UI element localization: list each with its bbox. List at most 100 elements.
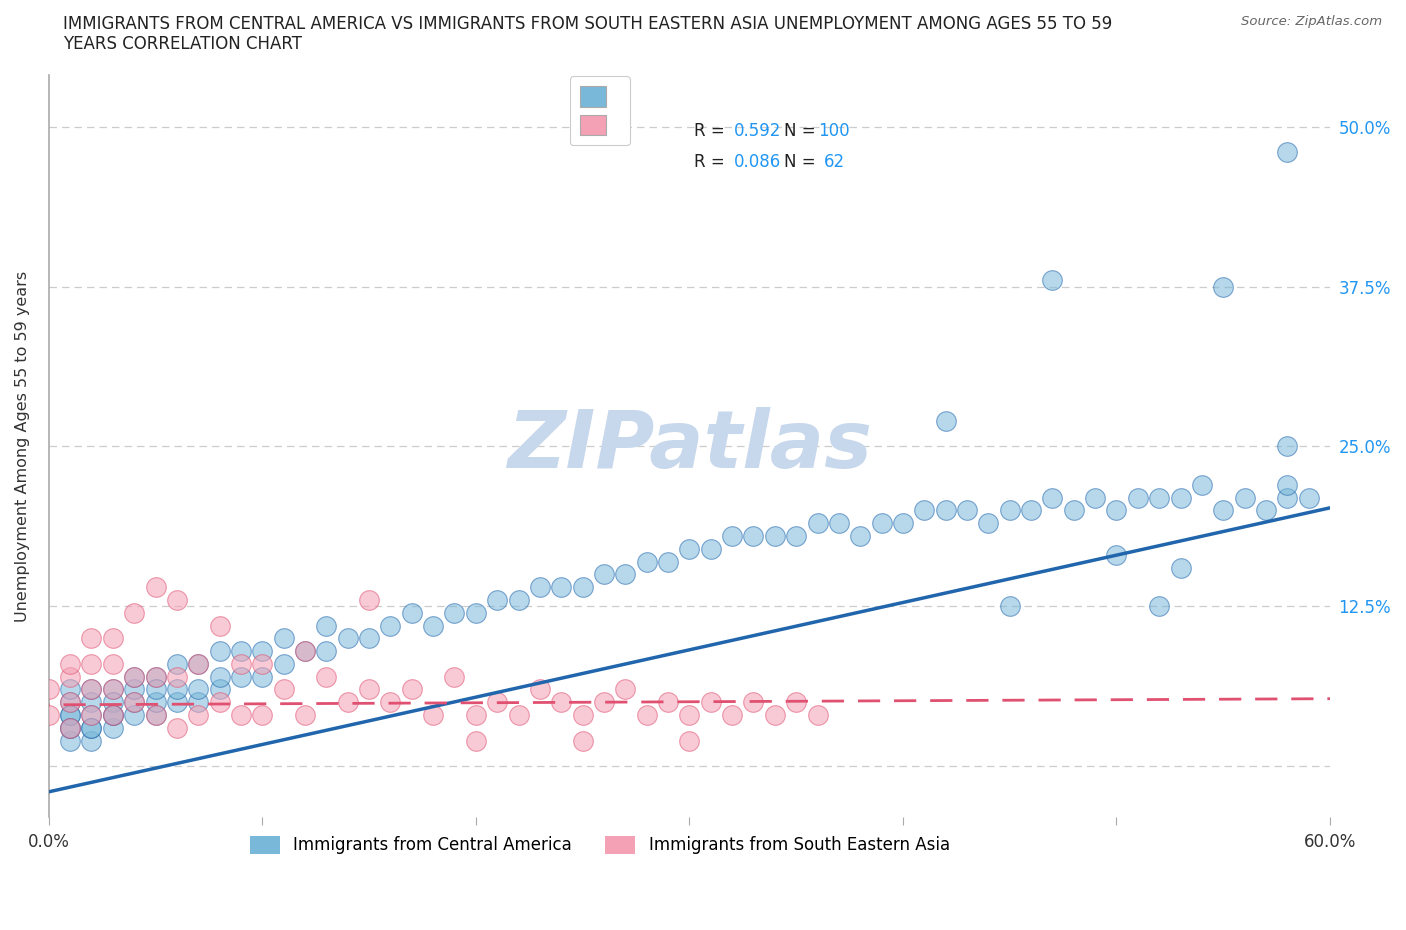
Point <box>166 721 188 736</box>
Text: 62: 62 <box>824 153 845 171</box>
Point <box>80 695 103 710</box>
Point <box>145 695 167 710</box>
Point <box>187 657 209 671</box>
Point <box>1170 490 1192 505</box>
Point <box>59 682 82 697</box>
Point <box>1063 503 1085 518</box>
Point <box>273 657 295 671</box>
Point <box>80 708 103 723</box>
Point <box>122 670 145 684</box>
Point <box>1298 490 1320 505</box>
Point <box>529 579 551 594</box>
Text: 0.592: 0.592 <box>734 122 782 140</box>
Point <box>59 695 82 710</box>
Point <box>1170 561 1192 576</box>
Point <box>1212 279 1234 294</box>
Point <box>443 605 465 620</box>
Point <box>59 733 82 748</box>
Point <box>166 682 188 697</box>
Point <box>229 670 252 684</box>
Point <box>1042 272 1064 287</box>
Point <box>166 592 188 607</box>
Point <box>187 695 209 710</box>
Point <box>145 708 167 723</box>
Text: ZIPatlas: ZIPatlas <box>508 407 872 485</box>
Point <box>38 682 60 697</box>
Point <box>122 682 145 697</box>
Point <box>763 528 786 543</box>
Point <box>464 733 486 748</box>
Point <box>80 682 103 697</box>
Point <box>721 708 744 723</box>
Point <box>1105 503 1128 518</box>
Point <box>1019 503 1042 518</box>
Point <box>145 579 167 594</box>
Point <box>336 695 359 710</box>
Point <box>166 657 188 671</box>
Point <box>806 516 828 531</box>
Point <box>678 708 700 723</box>
Text: Source: ZipAtlas.com: Source: ZipAtlas.com <box>1241 15 1382 28</box>
Point <box>122 670 145 684</box>
Point <box>742 695 765 710</box>
Point <box>550 579 572 594</box>
Point <box>59 708 82 723</box>
Point <box>401 682 423 697</box>
Point <box>380 618 402 633</box>
Text: 0.086: 0.086 <box>734 153 782 171</box>
Point <box>145 670 167 684</box>
Point <box>486 695 509 710</box>
Point <box>636 554 658 569</box>
Point <box>935 503 957 518</box>
Point <box>101 695 124 710</box>
Point <box>763 708 786 723</box>
Point <box>252 708 274 723</box>
Point <box>550 695 572 710</box>
Point <box>1277 439 1299 454</box>
Point <box>38 708 60 723</box>
Point <box>101 708 124 723</box>
Point <box>380 695 402 710</box>
Point <box>208 695 231 710</box>
Point <box>101 657 124 671</box>
Text: YEARS CORRELATION CHART: YEARS CORRELATION CHART <box>63 35 302 53</box>
Point <box>529 682 551 697</box>
Point <box>145 682 167 697</box>
Point <box>273 631 295 645</box>
Point <box>571 708 593 723</box>
Point <box>1277 490 1299 505</box>
Point <box>1042 490 1064 505</box>
Point <box>614 682 637 697</box>
Text: 100: 100 <box>818 122 849 140</box>
Point <box>678 541 700 556</box>
Point <box>229 657 252 671</box>
Point <box>657 554 679 569</box>
Point <box>486 592 509 607</box>
Point <box>145 670 167 684</box>
Point <box>273 682 295 697</box>
Point <box>315 670 337 684</box>
Y-axis label: Unemployment Among Ages 55 to 59 years: Unemployment Among Ages 55 to 59 years <box>15 271 30 622</box>
Point <box>59 670 82 684</box>
Point <box>80 721 103 736</box>
Point <box>101 708 124 723</box>
Point <box>166 670 188 684</box>
Point <box>122 708 145 723</box>
Point <box>593 695 616 710</box>
Point <box>870 516 893 531</box>
Point <box>145 708 167 723</box>
Point <box>294 644 316 658</box>
Point <box>252 644 274 658</box>
Text: N =: N = <box>785 122 821 140</box>
Text: N =: N = <box>785 153 821 171</box>
Point <box>166 695 188 710</box>
Point <box>59 721 82 736</box>
Point <box>828 516 851 531</box>
Point <box>101 708 124 723</box>
Point <box>252 670 274 684</box>
Point <box>229 644 252 658</box>
Point <box>187 657 209 671</box>
Point <box>208 618 231 633</box>
Point <box>101 682 124 697</box>
Point <box>700 541 723 556</box>
